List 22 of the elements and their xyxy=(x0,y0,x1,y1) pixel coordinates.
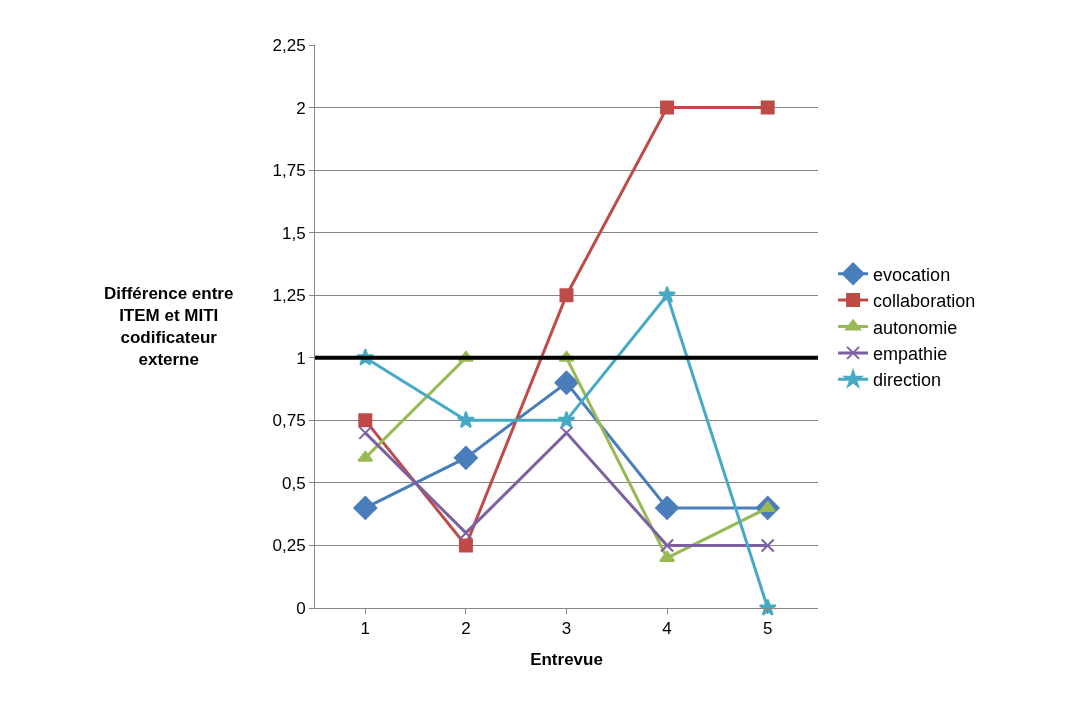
y-tick-label: 2 xyxy=(296,98,306,118)
y-tick-label: 0,25 xyxy=(272,536,306,556)
x-tick-label: 3 xyxy=(561,619,572,639)
legend-label: empathie xyxy=(873,343,948,364)
legend-label: autonomie xyxy=(873,317,958,338)
legend-label: direction xyxy=(873,370,942,391)
y-tick-label: 0,5 xyxy=(281,473,306,493)
y-tick-label: 1,5 xyxy=(281,223,306,243)
y-tick-label: 0 xyxy=(296,598,306,618)
y-tick-label: 1,25 xyxy=(272,286,306,306)
y-tick-label: 1 xyxy=(296,348,306,368)
y-tick-label: 0,75 xyxy=(272,411,306,431)
y-tick-label: 1,75 xyxy=(272,161,306,181)
x-axis-title: Entrevue xyxy=(530,649,603,669)
legend-label: evocation xyxy=(873,264,951,285)
y-axis-title: Différence entre ITEM et MITI codificateur externe xyxy=(104,284,234,370)
x-tick-label: 1 xyxy=(360,619,371,639)
x-tick-label: 4 xyxy=(662,619,672,639)
y-tick-label: 2,25 xyxy=(272,35,306,55)
legend-label: collaboration xyxy=(873,291,976,312)
x-tick-label: 2 xyxy=(461,619,471,639)
x-tick-label: 5 xyxy=(762,619,773,639)
